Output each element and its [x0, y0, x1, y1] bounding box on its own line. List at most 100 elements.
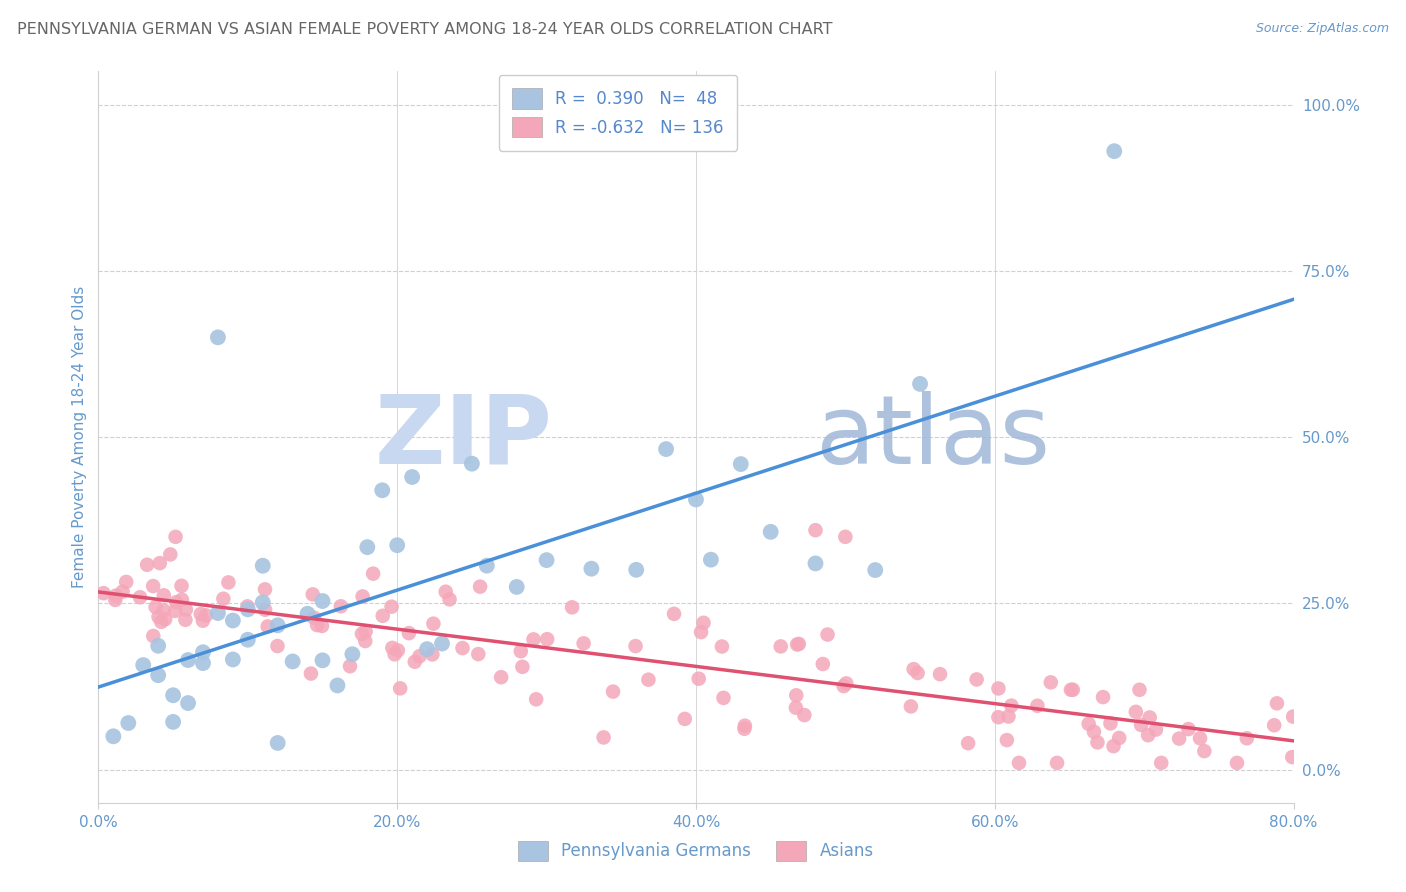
Point [786, 637, 808, 651]
Point [162, 688, 184, 702]
Point [222, 652, 245, 666]
Point [688, 672, 710, 686]
Point [1281, 750, 1303, 764]
Point [439, 592, 461, 607]
Point [159, 548, 181, 562]
Point [342, 647, 364, 661]
Point [148, 610, 170, 624]
Point [811, 657, 834, 671]
Point [266, 639, 288, 653]
Point [730, 457, 752, 471]
Point [1150, 756, 1173, 770]
Point [734, 719, 756, 733]
Point [1060, 682, 1083, 697]
Point [174, 602, 197, 616]
Point [311, 594, 333, 608]
Point [299, 666, 322, 681]
Point [787, 637, 810, 651]
Point [900, 699, 922, 714]
Point [252, 595, 274, 609]
Point [865, 563, 887, 577]
Point [581, 562, 603, 576]
Point [804, 523, 827, 537]
Point [804, 557, 827, 571]
Point [1189, 731, 1212, 746]
Point [326, 678, 349, 692]
Text: PENNSYLVANIA GERMAN VS ASIAN FEMALE POVERTY AMONG 18-24 YEAR OLDS CORRELATION CH: PENNSYLVANIA GERMAN VS ASIAN FEMALE POVE… [17, 22, 832, 37]
Point [1125, 705, 1147, 719]
Point [685, 492, 707, 507]
Point [1137, 728, 1160, 742]
Point [506, 580, 529, 594]
Point [834, 530, 856, 544]
Point [152, 603, 174, 617]
Point [129, 591, 152, 605]
Point [422, 616, 444, 631]
Point [561, 600, 583, 615]
Point [177, 696, 200, 710]
Point [162, 714, 184, 729]
Point [385, 538, 409, 552]
Point [1194, 744, 1216, 758]
Point [995, 733, 1018, 747]
Point [1139, 710, 1161, 724]
Point [692, 615, 714, 630]
Point [1087, 735, 1109, 749]
Point [356, 540, 378, 554]
Point [908, 376, 931, 391]
Point [252, 558, 274, 573]
Point [602, 684, 624, 698]
Point [422, 648, 444, 662]
Point [297, 607, 319, 621]
Point [152, 588, 174, 602]
Y-axis label: Female Poverty Among 18-24 Year Olds: Female Poverty Among 18-24 Year Olds [72, 286, 87, 588]
Point [489, 670, 512, 684]
Point [832, 679, 855, 693]
Point [339, 659, 361, 673]
Point [177, 653, 200, 667]
Point [253, 582, 276, 597]
Point [1282, 709, 1305, 723]
Point [522, 632, 544, 647]
Point [145, 599, 167, 614]
Point [136, 558, 159, 572]
Point [835, 676, 858, 690]
Point [524, 692, 547, 706]
Point [759, 524, 782, 539]
Point [987, 710, 1010, 724]
Point [1168, 731, 1191, 746]
Point [655, 442, 678, 456]
Point [637, 673, 659, 687]
Point [401, 470, 423, 484]
Point [1046, 756, 1069, 770]
Point [512, 660, 534, 674]
Point [115, 574, 138, 589]
Point [194, 608, 217, 623]
Point [461, 457, 484, 471]
Point [1077, 716, 1099, 731]
Point [104, 593, 127, 607]
Point [93, 586, 115, 600]
Point [148, 668, 170, 682]
Point [1177, 722, 1199, 736]
Point [311, 619, 333, 633]
Point [387, 643, 409, 657]
Point [236, 599, 259, 614]
Point [769, 640, 792, 654]
Point [713, 690, 735, 705]
Text: Source: ZipAtlas.com: Source: ZipAtlas.com [1256, 22, 1389, 36]
Point [381, 599, 404, 614]
Point [307, 618, 329, 632]
Legend: Pennsylvania Germans, Asians: Pennsylvania Germans, Asians [512, 834, 880, 868]
Point [104, 589, 127, 603]
Point [416, 642, 439, 657]
Point [132, 658, 155, 673]
Point [103, 729, 125, 743]
Point [404, 655, 426, 669]
Point [1144, 723, 1167, 737]
Point [381, 640, 404, 655]
Point [212, 591, 235, 606]
Point [987, 681, 1010, 696]
Text: ZIP: ZIP [374, 391, 553, 483]
Point [117, 716, 139, 731]
